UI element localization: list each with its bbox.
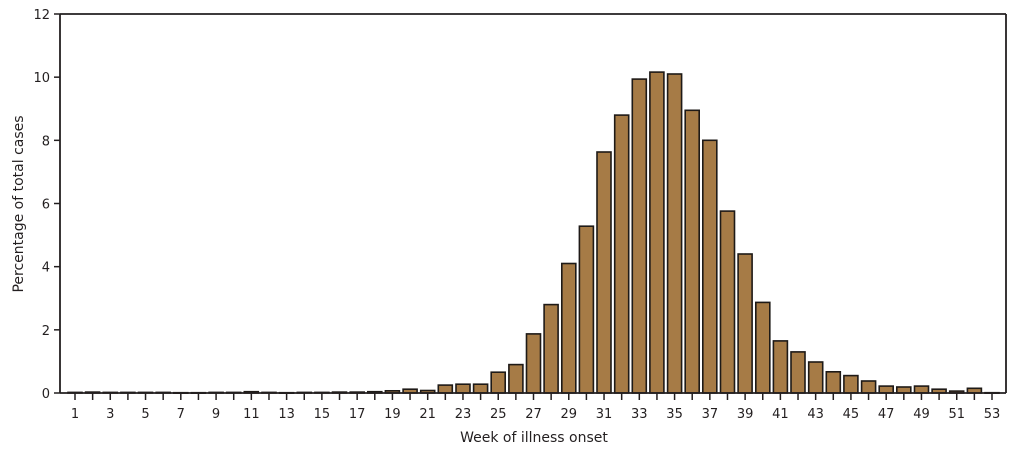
x-tick-label: 31 [596,407,613,422]
x-tick-label: 19 [384,407,401,422]
bar-week-27 [525,333,542,394]
x-tick-label: 35 [666,407,683,422]
x-tick-label: 47 [878,407,895,422]
bars-group [67,71,1000,395]
bar-week-46 [860,380,877,394]
bar-week-33 [631,78,648,394]
y-tick-label: 12 [33,8,50,23]
x-tick-label: 25 [490,407,507,422]
bar-week-43 [807,361,824,394]
x-tick-label: 17 [349,407,366,422]
x-tick-label: 45 [843,407,860,422]
bar-week-39 [737,253,753,394]
bar-week-28 [543,303,559,394]
x-tick-label: 1 [71,407,79,422]
bar-week-44 [825,370,842,394]
bar-week-38 [719,210,736,394]
x-tick-label: 23 [455,407,472,422]
bar-week-49 [913,385,930,394]
x-tick-label: 11 [243,407,260,422]
y-tick-label: 6 [42,198,50,213]
y-axis-title: Percentage of total cases [11,115,27,292]
bar-week-23 [455,383,471,394]
bar-week-24 [472,383,489,394]
y-tick-label: 8 [42,134,50,149]
x-tick-label: 5 [141,407,149,422]
bar-week-26 [508,363,524,394]
bar-week-31 [596,151,612,394]
x-tick-label: 21 [419,407,436,422]
x-tick-label: 53 [984,407,1001,422]
y-tick-label: 10 [33,71,50,86]
bar-week-32 [613,114,630,394]
x-tick-label: 3 [106,407,114,422]
y-tick-label: 2 [42,324,50,339]
bar-week-42 [790,351,806,394]
bar-week-34 [649,71,665,394]
x-tick-label: 27 [525,407,542,422]
x-tick-label: 13 [278,407,295,422]
x-tick-label: 41 [772,407,789,422]
bar-week-37 [701,139,718,394]
x-tick-label: 9 [212,407,220,422]
bar-week-29 [560,262,577,394]
x-tick-label: 51 [948,407,965,422]
y-tick-label: 0 [42,387,50,402]
bar-week-47 [878,385,895,394]
x-tick-label: 49 [913,407,930,422]
x-tick-label: 43 [807,407,824,422]
x-tick-label: 39 [737,407,754,422]
bar-week-45 [843,374,859,394]
bar-week-22 [437,384,454,394]
bar-week-35 [666,73,683,394]
x-tick-label: 33 [631,407,648,422]
bar-week-41 [772,340,789,394]
bar-week-25 [490,371,507,394]
x-tick-label: 29 [560,407,577,422]
y-tick-label: 4 [42,261,50,276]
x-axis-title: Week of illness onset [460,430,608,446]
x-tick-label: 15 [314,407,331,422]
bar-week-30 [578,225,595,394]
bar-week-36 [684,109,701,394]
x-tick-label: 7 [177,407,185,422]
x-tick-label: 37 [702,407,719,422]
bar-week-40 [754,301,771,394]
